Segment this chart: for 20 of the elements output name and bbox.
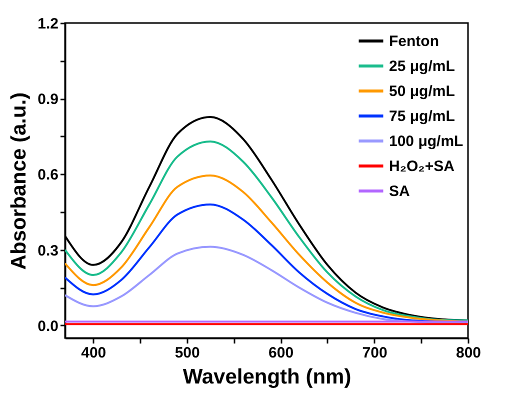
y-tick-label: 0.6	[38, 166, 58, 184]
y-tick-label: 0.9	[38, 91, 58, 108]
legend-label: SA	[389, 183, 410, 200]
y-tick-label: 0.3	[38, 242, 58, 260]
legend-label: H₂O₂+SA	[389, 158, 455, 175]
legend-label: 100 μg/mL	[389, 133, 464, 150]
y-tick-label: 1.2	[38, 16, 58, 32]
x-axis-title: Wavelength (nm)	[182, 366, 352, 388]
x-tick-label: 700	[362, 344, 388, 362]
legend-label: Fenton	[389, 33, 439, 50]
x-tick-label: 500	[174, 344, 200, 362]
legend-label: 25 μg/mL	[389, 58, 455, 75]
x-tick-label: 600	[268, 344, 294, 362]
x-tick-label: 400	[81, 344, 106, 362]
legend-label: 50 μg/mL	[389, 83, 455, 100]
y-tick-label: 0.0	[38, 318, 58, 335]
line-series	[65, 246, 468, 324]
x-tick-label: 800	[456, 344, 482, 362]
legend-label: 75 μg/mL	[389, 108, 455, 125]
y-axis-title: Absorbance (a.u.)	[8, 92, 31, 270]
